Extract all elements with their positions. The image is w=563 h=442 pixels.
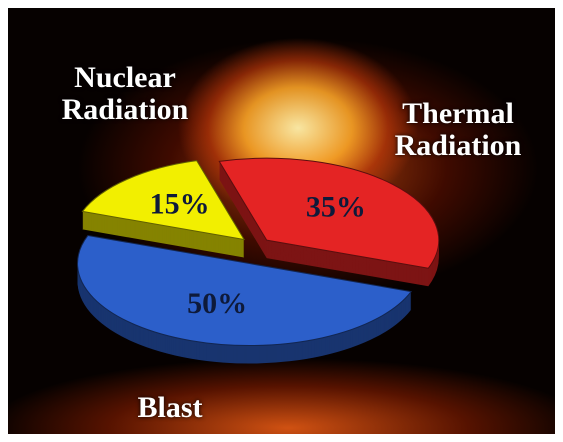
pie-slice bbox=[218, 157, 440, 269]
value-label: 35% bbox=[306, 190, 366, 223]
category-label: Thermal Radiation bbox=[394, 97, 522, 162]
pie-slice bbox=[77, 234, 413, 346]
value-label: 50% bbox=[187, 287, 247, 320]
category-label: Blast bbox=[137, 391, 203, 424]
pie-slice bbox=[81, 160, 246, 241]
category-label: Nuclear Radiation bbox=[61, 61, 189, 126]
value-label: 15% bbox=[150, 187, 210, 220]
